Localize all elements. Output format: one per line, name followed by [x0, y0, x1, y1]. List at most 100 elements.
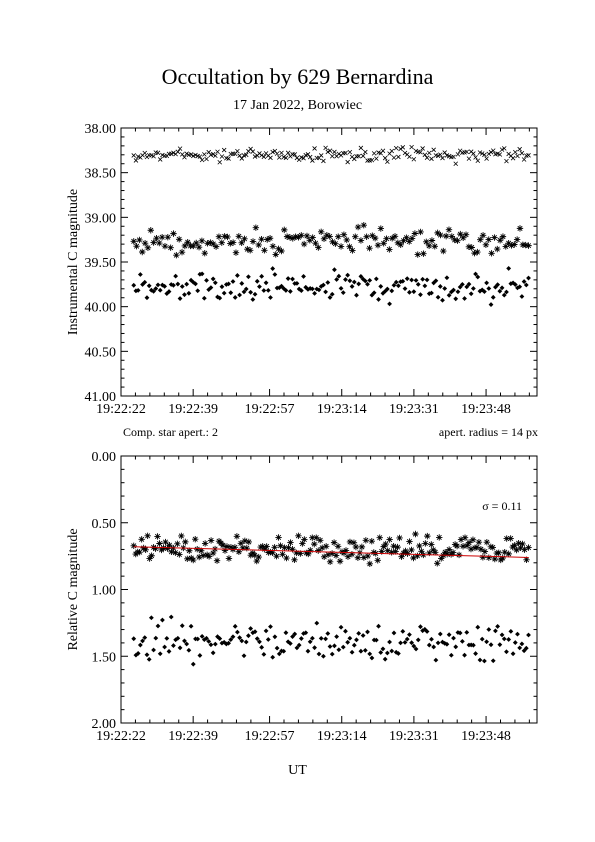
data-point-asterisk	[422, 540, 429, 547]
data-point-cross	[292, 152, 298, 157]
data-point-asterisk	[406, 538, 413, 545]
data-point-asterisk	[218, 239, 225, 246]
data-point-asterisk	[133, 243, 140, 250]
data-point-diamond	[142, 279, 148, 285]
data-point-asterisk	[330, 539, 338, 546]
data-point-asterisk	[297, 550, 304, 557]
data-point-asterisk	[507, 535, 514, 542]
data-point-asterisk	[344, 553, 352, 560]
data-point-diamond	[462, 296, 467, 301]
data-point-diamond	[362, 647, 368, 653]
trend-line	[133, 546, 529, 558]
data-point-diamond	[340, 290, 346, 296]
data-point-asterisk	[317, 537, 324, 544]
data-point-diamond	[329, 291, 335, 297]
data-point-asterisk	[136, 236, 143, 244]
data-point-cross	[279, 150, 284, 156]
data-point-asterisk	[141, 240, 149, 247]
data-point-diamond	[257, 639, 262, 645]
x-tick-label: 19:23:48	[461, 729, 511, 744]
data-point-asterisk	[205, 553, 213, 560]
data-point-asterisk	[323, 231, 331, 239]
data-point-cross	[393, 145, 399, 151]
data-point-asterisk	[194, 546, 201, 553]
data-point-cross	[391, 155, 397, 160]
comparison-aperture-note: Comp. star apert.: 2	[123, 425, 218, 439]
data-point-asterisk	[167, 244, 174, 251]
data-point-diamond	[215, 634, 220, 640]
data-point-asterisk	[343, 236, 350, 244]
data-point-diamond	[212, 641, 218, 647]
data-point-asterisk	[239, 544, 247, 552]
data-point-asterisk	[244, 245, 251, 253]
data-point-asterisk	[352, 233, 359, 240]
data-point-diamond	[215, 294, 220, 300]
data-point-asterisk	[318, 544, 326, 551]
data-point-cross	[270, 149, 275, 155]
data-point-asterisk	[322, 543, 330, 550]
data-point-asterisk	[477, 546, 485, 553]
data-point-diamond	[365, 629, 370, 635]
data-point-asterisk	[426, 549, 433, 557]
data-series-cross	[131, 144, 531, 167]
data-point-asterisk	[150, 239, 157, 246]
data-point-cross	[422, 152, 428, 158]
data-point-diamond	[490, 294, 496, 300]
x-tick-label: 19:23:14	[317, 402, 367, 417]
data-point-asterisk	[311, 540, 318, 548]
data-point-asterisk	[501, 548, 508, 556]
data-point-diamond	[298, 636, 304, 641]
data-point-asterisk	[329, 238, 336, 246]
data-point-diamond	[455, 289, 461, 295]
y-tick-label: 39.00	[85, 211, 117, 226]
data-point-asterisk	[392, 548, 399, 555]
data-point-asterisk	[414, 552, 421, 560]
data-point-diamond	[243, 639, 249, 645]
data-point-asterisk	[338, 548, 346, 556]
data-point-diamond	[407, 289, 412, 295]
data-point-asterisk	[454, 237, 461, 244]
data-point-diamond	[239, 638, 245, 644]
data-point-asterisk	[251, 552, 258, 559]
data-point-diamond	[212, 280, 218, 286]
data-point-cross	[490, 148, 496, 153]
data-point-cross	[464, 149, 470, 155]
data-point-asterisk	[287, 539, 294, 546]
data-point-asterisk	[479, 232, 487, 239]
data-point-asterisk	[457, 536, 465, 543]
data-point-diamond	[250, 630, 256, 636]
data-point-asterisk	[400, 237, 407, 244]
data-point-asterisk	[443, 551, 451, 558]
data-point-diamond	[356, 630, 362, 636]
data-point-diamond	[230, 634, 236, 640]
data-point-asterisk	[258, 236, 265, 243]
data-point-asterisk	[275, 245, 282, 253]
data-point-diamond	[182, 292, 187, 298]
data-point-cross	[526, 153, 531, 158]
data-point-diamond	[173, 273, 179, 279]
data-point-asterisk	[257, 543, 264, 551]
data-point-diamond	[343, 628, 348, 634]
data-point-asterisk	[354, 223, 362, 231]
aperture-radius-note: apert. radius = 14 px	[438, 425, 538, 439]
data-point-diamond	[332, 643, 337, 649]
data-point-diamond	[400, 628, 406, 634]
data-point-diamond	[336, 647, 342, 653]
data-point-cross	[268, 155, 273, 161]
data-point-asterisk	[289, 235, 296, 242]
data-point-asterisk	[315, 244, 322, 251]
data-point-asterisk	[198, 237, 206, 245]
data-point-diamond	[378, 650, 384, 655]
data-point-cross	[411, 156, 417, 162]
data-point-asterisk	[252, 224, 260, 231]
data-point-cross	[418, 149, 423, 155]
data-point-cross	[358, 145, 364, 151]
data-point-diamond	[431, 644, 437, 650]
data-point-asterisk	[513, 236, 521, 243]
data-point-asterisk	[146, 555, 153, 562]
data-point-diamond	[305, 648, 311, 654]
data-point-asterisk	[209, 549, 217, 557]
data-point-asterisk	[475, 538, 483, 546]
data-point-asterisk	[283, 233, 291, 240]
data-point-asterisk	[172, 549, 179, 556]
